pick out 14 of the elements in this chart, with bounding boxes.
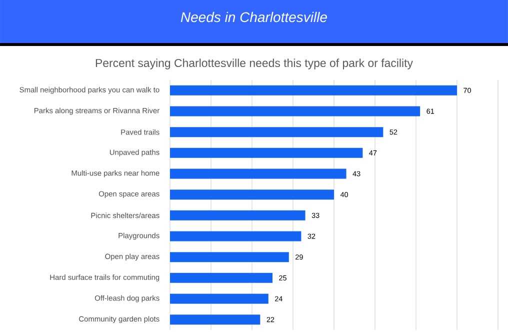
- chart-subtitle: Percent saying Charlottesville needs this type of park or facility: [96, 58, 413, 70]
- bar: [170, 210, 306, 220]
- bar: [170, 190, 334, 200]
- bar: [170, 168, 346, 179]
- chart-title: Needs in Charlottesville: [180, 12, 327, 22]
- bar: [170, 272, 272, 283]
- bar: [170, 148, 363, 158]
- bar: [170, 314, 260, 325]
- bar: [170, 252, 289, 262]
- bar: [170, 127, 384, 138]
- bar: [170, 294, 268, 304]
- bar: [170, 106, 420, 116]
- bar: [170, 231, 302, 242]
- bar: [170, 85, 457, 96]
